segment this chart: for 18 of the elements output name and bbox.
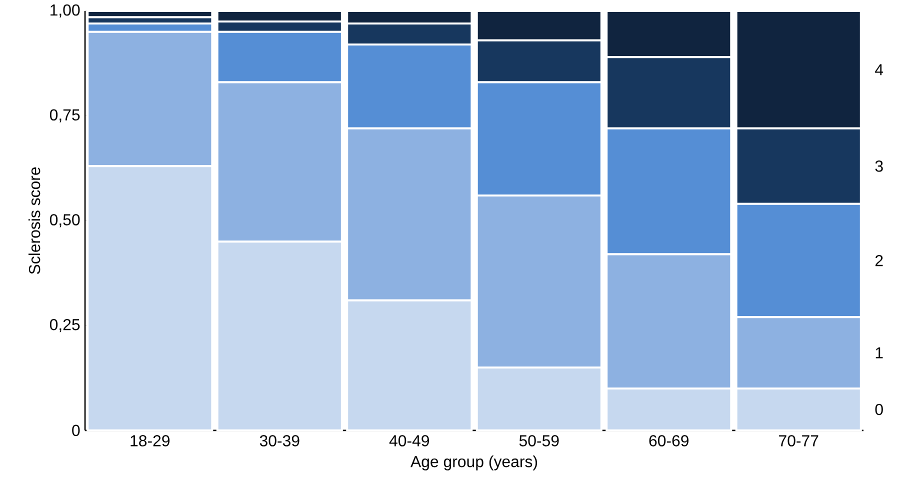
y-tick-label: 1,00 [50,4,80,18]
series-label: 2 [875,254,883,266]
series-label: 1 [876,347,883,358]
x-tick-label: 30-39 [260,435,300,446]
y-tick-label: 0,50 [50,214,80,228]
y-tick-label: 0,25 [50,318,80,332]
x-tick-label: 50-59 [519,435,559,446]
y-axis-title: Sclerosis score [28,167,40,274]
x-tick-label: 60-69 [649,435,688,446]
x-tick-label: 40-49 [389,435,429,446]
x-tick-label: 18-29 [130,435,170,446]
x-tick-label: 70-77 [779,435,818,446]
series-label: 0 [875,404,883,416]
y-tick-label: 0 [72,424,80,436]
y-tick-label: 0,75 [50,109,80,122]
series-label: 4 [875,64,884,76]
series-label: 3 [875,160,883,172]
x-axis-title: Age group (years) [410,455,538,470]
